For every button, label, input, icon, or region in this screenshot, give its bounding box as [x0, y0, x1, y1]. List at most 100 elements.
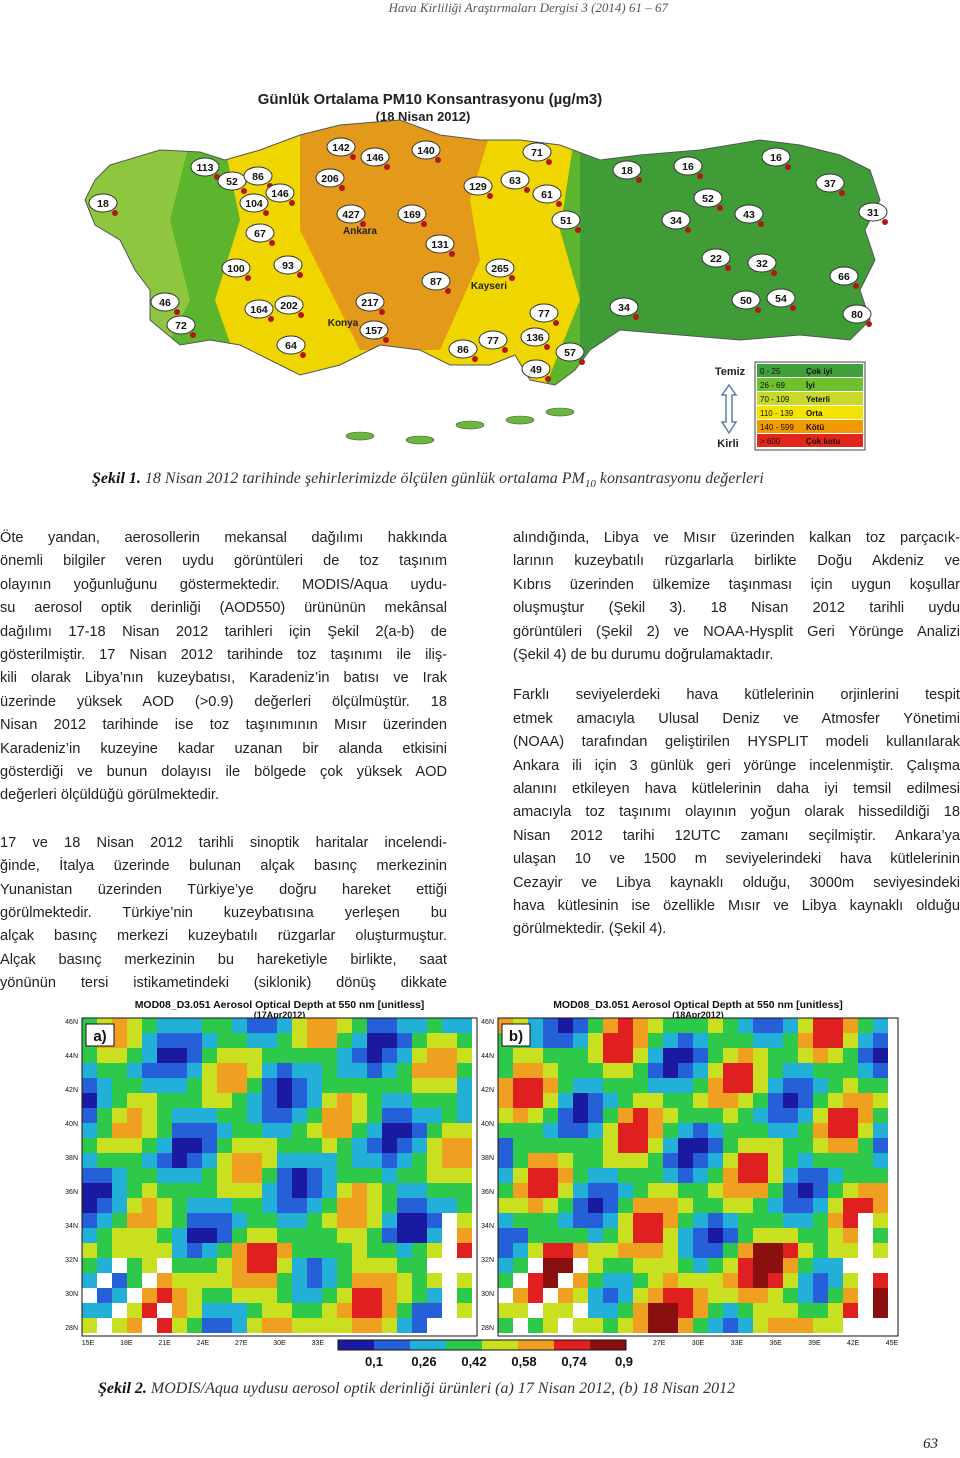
- aod-cell: [232, 1078, 247, 1093]
- aod-cell: [382, 1153, 397, 1168]
- aod-cell: [528, 1273, 543, 1288]
- aod-cell: [828, 1078, 843, 1093]
- station-dot: [524, 187, 530, 193]
- panel-label: a): [93, 1028, 106, 1045]
- legend-label: İyi: [806, 381, 815, 390]
- station-value: 142: [332, 142, 350, 154]
- aod-cell: [442, 1093, 457, 1108]
- aod-cell: [367, 1138, 382, 1153]
- aod-cell: [382, 1063, 397, 1078]
- station-dot: [350, 154, 356, 160]
- aod-cell: [202, 1273, 217, 1288]
- aod-cell: [307, 1078, 322, 1093]
- aod-cell: [412, 1183, 427, 1198]
- aod-cell: [112, 1123, 127, 1138]
- station-value: 146: [366, 152, 384, 164]
- aod-cell: [187, 1153, 202, 1168]
- station-value: 87: [430, 276, 442, 288]
- aod-cell: [337, 1123, 352, 1138]
- aod-cell: [157, 1183, 172, 1198]
- station-value: 265: [491, 263, 509, 275]
- aod-cell: [648, 1093, 663, 1108]
- aod-cell: [753, 1288, 768, 1303]
- aod-cell: [82, 1273, 97, 1288]
- aod-cell: [397, 1018, 412, 1033]
- station-value: 86: [252, 171, 264, 183]
- aod-cell: [112, 1183, 127, 1198]
- aod-cell: [247, 1198, 262, 1213]
- aod-cell: [262, 1228, 277, 1243]
- aod-cell: [232, 1198, 247, 1213]
- aod-cell: [202, 1093, 217, 1108]
- aod-cell: [768, 1318, 783, 1333]
- aod-cell: [187, 1243, 202, 1258]
- aod-cell: [513, 1288, 528, 1303]
- station-badge: [411, 140, 441, 160]
- text-line: hava kütlesinin ise özellikle Mısır ve L…: [513, 898, 960, 914]
- aod-cell: [678, 1108, 693, 1123]
- legend-range: > 600: [760, 437, 781, 446]
- aod-cell: [397, 1048, 412, 1063]
- station-dot: [383, 337, 389, 343]
- aod-cell: [247, 1048, 262, 1063]
- aod-cell: [457, 1093, 472, 1108]
- station-dot: [245, 275, 251, 281]
- aod-cell: [678, 1018, 693, 1033]
- aod-cell: [157, 1288, 172, 1303]
- aod-cell: [603, 1258, 618, 1273]
- station-dot: [289, 200, 295, 206]
- legend-range: 0 - 25: [760, 367, 781, 376]
- aod-cell: [97, 1243, 112, 1258]
- aod-cell: [322, 1048, 337, 1063]
- aod-cell: [217, 1018, 232, 1033]
- aod-cell: [457, 1303, 472, 1318]
- map-outline: [84, 119, 881, 386]
- lat-label: 34N: [481, 1223, 494, 1230]
- legend-arrow: [720, 383, 738, 435]
- aod-cell: [843, 1078, 858, 1093]
- aod-title: MOD08_D3.051 Aerosol Optical Depth at 55…: [135, 999, 425, 1011]
- text-line: alçak basınç merkezi kuzeybatılı rüzgarl…: [0, 928, 447, 945]
- aod-cell: [127, 1198, 142, 1213]
- station-value: 50: [740, 295, 752, 307]
- aod-cell: [412, 1048, 427, 1063]
- aod-cell: [768, 1153, 783, 1168]
- aod-cell: [337, 1198, 352, 1213]
- lat-label: 28N: [65, 1325, 78, 1332]
- aod-cell: [663, 1198, 678, 1213]
- aod-cell: [217, 1198, 232, 1213]
- aod-cell: [813, 1123, 828, 1138]
- aod-cell: [112, 1048, 127, 1063]
- aod-cell: [498, 1213, 513, 1228]
- aod-cell: [708, 1318, 723, 1333]
- station-badge: [609, 297, 639, 317]
- station-badge: [551, 210, 581, 230]
- station-dot: [839, 190, 845, 196]
- aod-cell: [753, 1048, 768, 1063]
- colorbar-step: [410, 1340, 446, 1350]
- aod-cell: [427, 1198, 442, 1213]
- aod-cell: [618, 1033, 633, 1048]
- aod-cell: [513, 1093, 528, 1108]
- aod-cell: [528, 1243, 543, 1258]
- aod-cell: [382, 1213, 397, 1228]
- caption-label: Şekil 1.: [92, 470, 141, 487]
- aod-cell: [693, 1078, 708, 1093]
- aod-cell: [367, 1168, 382, 1183]
- aod-cell: [352, 1168, 367, 1183]
- aod-cell: [858, 1093, 873, 1108]
- aod-cell: [322, 1153, 337, 1168]
- aod-cell: [693, 1138, 708, 1153]
- aod-cell: [307, 1153, 322, 1168]
- aod-cell: [382, 1258, 397, 1273]
- aod-cell: [513, 1153, 528, 1168]
- panel-label: b): [509, 1028, 523, 1045]
- colorbar-step: [554, 1340, 590, 1350]
- station-dot: [556, 201, 562, 207]
- aod-cell: [708, 1273, 723, 1288]
- aod-cell: [412, 1108, 427, 1123]
- aod-cell: [723, 1048, 738, 1063]
- legend-range: 70 - 109: [760, 395, 790, 404]
- aod-cell: [798, 1213, 813, 1228]
- aod-cell: [843, 1018, 858, 1033]
